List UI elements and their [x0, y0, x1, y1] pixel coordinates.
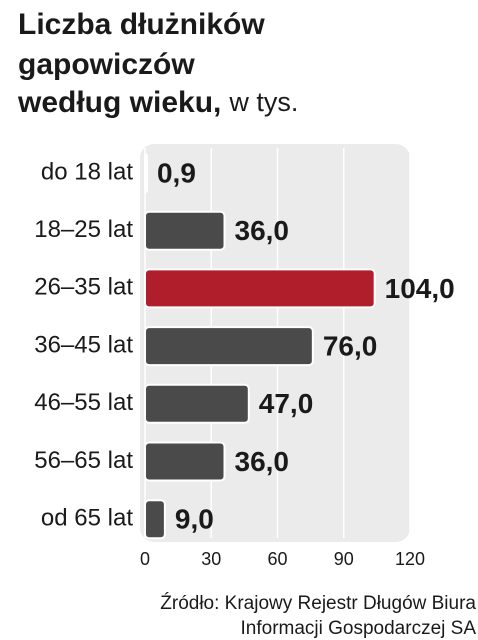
chart-title-line: według wieku, w tys. [17, 86, 298, 119]
y-tick-label: 46–55 lat [34, 389, 133, 416]
chart-title: gapowiczów [18, 48, 195, 81]
y-tick-label: 18–25 lat [34, 216, 133, 243]
x-tick-label: 120 [395, 549, 425, 569]
x-tick-label: 0 [140, 549, 150, 569]
value-label: 0,9 [157, 157, 196, 188]
value-label: 104,0 [385, 273, 455, 304]
y-tick-label: od 65 lat [41, 505, 133, 532]
bar [144, 153, 148, 193]
bar [144, 441, 226, 482]
bar [144, 326, 314, 367]
y-tick-label: 56–65 lat [34, 447, 133, 474]
source: Źródło: Krajowy Rejestr Długów Biura [160, 593, 476, 614]
value-label: 9,0 [175, 504, 214, 535]
bar [144, 499, 166, 540]
value-label: 36,0 [235, 446, 290, 477]
x-tick-label: 90 [334, 549, 354, 569]
x-tick-label: 60 [267, 549, 287, 569]
value-label: 76,0 [323, 330, 378, 361]
x-tick-label: 30 [201, 549, 221, 569]
value-label: 36,0 [235, 215, 290, 246]
bar [144, 383, 250, 424]
value-label: 47,0 [259, 388, 314, 419]
bar [144, 268, 376, 309]
chart-title: Liczba dłużników [18, 8, 265, 41]
bar [144, 210, 226, 251]
y-tick-label: 26–35 lat [34, 274, 133, 301]
source: Informacji Gospodarczej SA [241, 618, 477, 639]
chart-title: według wieku, [17, 86, 221, 119]
y-tick-label: 36–45 lat [34, 331, 133, 358]
y-tick-label: do 18 lat [41, 158, 133, 185]
chart-subtitle: w tys. [228, 87, 298, 117]
